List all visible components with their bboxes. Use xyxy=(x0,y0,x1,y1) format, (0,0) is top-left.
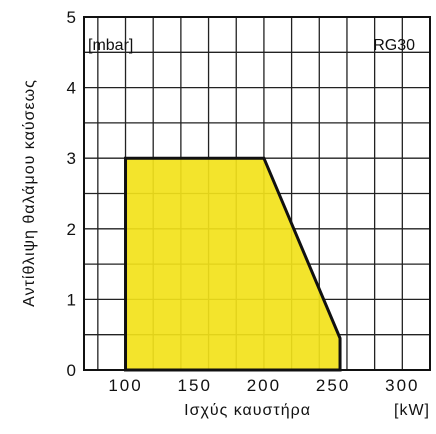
x-tick-label: 200 xyxy=(247,376,281,395)
x-tick-label: 100 xyxy=(108,376,142,395)
y-tick-labels: 0 1 2 3 4 5 xyxy=(67,8,76,380)
x-unit-label: [kW] xyxy=(394,402,430,419)
x-tick-label: 150 xyxy=(178,376,212,395)
y-axis-label: Αντίθλιψη θαλάμου καύσεως xyxy=(21,79,38,307)
y-tick-label: 5 xyxy=(67,8,76,27)
x-tick-labels: 100 150 200 250 300 xyxy=(108,376,419,395)
model-label: RG30 xyxy=(373,37,415,54)
plot-frame xyxy=(83,16,431,371)
y-tick-label: 1 xyxy=(67,290,76,309)
x-tick-label: 250 xyxy=(316,376,350,395)
x-tick-label: 300 xyxy=(385,376,419,395)
y-tick-label: 0 xyxy=(67,361,76,380)
y-unit-label: [mbar] xyxy=(88,37,133,54)
x-axis-label: Ισχύς καυστήρα xyxy=(184,402,311,419)
y-tick-label: 4 xyxy=(67,79,76,98)
operating-range-area xyxy=(124,156,342,372)
y-tick-label: 3 xyxy=(67,149,76,168)
y-tick-label: 2 xyxy=(67,220,76,239)
